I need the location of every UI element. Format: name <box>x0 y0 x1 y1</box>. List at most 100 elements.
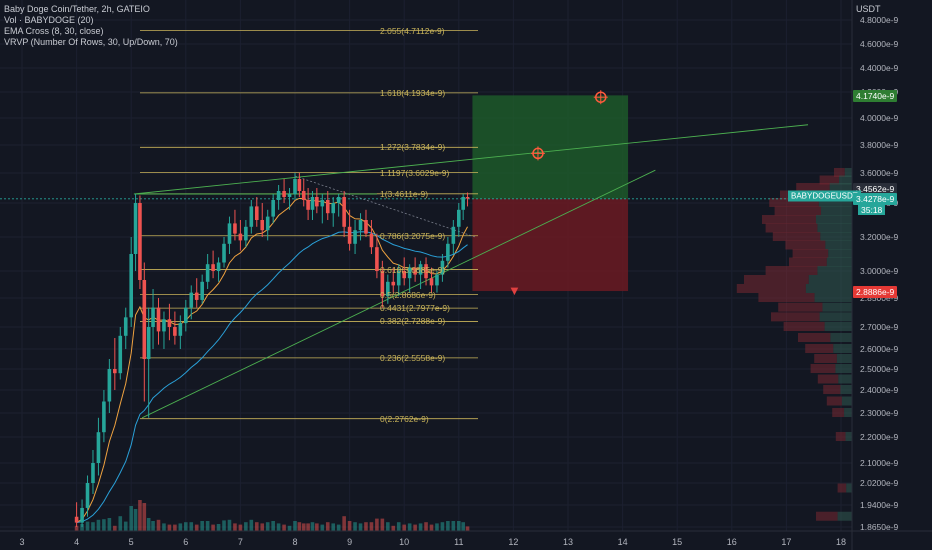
volume-bar <box>74 525 79 531</box>
volume-profile-row-up <box>819 312 852 322</box>
volume-bar <box>413 524 417 531</box>
volume-bar <box>146 518 151 531</box>
volume-profile-row-up <box>817 223 852 233</box>
volume-bar <box>336 524 341 531</box>
volume-profile-row-down <box>810 364 836 373</box>
candle-body <box>249 206 254 227</box>
volume-bar <box>407 523 412 531</box>
volume-profile-row-up <box>817 266 852 275</box>
candle-body <box>451 226 456 244</box>
candle-body <box>402 271 406 279</box>
volume-bar <box>162 523 166 531</box>
volume-profile-row-up <box>805 284 852 293</box>
time-tick-label: 10 <box>399 537 410 547</box>
candle-body <box>386 281 390 297</box>
target-zone <box>472 95 629 199</box>
legend-title[interactable]: Baby Doge Coin/Tether, 2h, GATEIO <box>4 4 150 14</box>
candle-body <box>200 281 204 300</box>
volume-profile-row-down <box>835 432 846 441</box>
volume-profile-row-up <box>835 364 852 373</box>
volume-profile-row-up <box>845 432 852 441</box>
fib-level-label: 1.272(3.7834e-9) <box>380 142 446 153</box>
volume-profile-row-up <box>829 183 852 192</box>
volume-bar <box>133 509 138 531</box>
target-price-tag: 4.1740e-9 <box>853 90 898 102</box>
volume-bar <box>142 503 147 531</box>
candle-body <box>271 200 275 217</box>
time-tick-label: 14 <box>617 537 628 547</box>
fib-level-label: 1(3.4611e-9) <box>380 188 429 199</box>
volume-profile-row-up <box>821 206 852 216</box>
volume-profile-row-down <box>798 333 831 342</box>
chart-legend: Baby Doge Coin/Tether, 2h, GATEIO Vol · … <box>4 4 178 48</box>
time-tick-label: 3 <box>19 537 25 547</box>
candle-body <box>189 292 194 308</box>
volume-bar <box>167 524 172 531</box>
candle-body <box>211 264 215 271</box>
volume-bar <box>123 521 128 531</box>
legend-volume[interactable]: Vol · BABYDOGE (20) <box>4 15 94 25</box>
volume-bar <box>118 516 123 531</box>
candle-body <box>107 369 112 402</box>
candle-body <box>380 271 385 297</box>
volume-profile-row-down <box>837 483 847 493</box>
volume-profile-row-down <box>796 183 830 192</box>
volume-bar <box>306 523 310 531</box>
candle-body <box>238 233 243 241</box>
volume-profile-row-down <box>765 266 818 275</box>
volume-bar <box>238 524 243 531</box>
candle-body <box>457 209 461 227</box>
volume-profile-row-down <box>778 302 823 312</box>
candles <box>74 173 470 527</box>
price-tick-label: 2.0200e-9 <box>860 478 899 488</box>
volume-profile-row-up <box>846 483 852 493</box>
volume-bar <box>244 522 248 531</box>
volume-profile-row-down <box>785 240 826 250</box>
time-tick-label: 15 <box>672 537 683 547</box>
time-tick-label: 5 <box>128 537 134 547</box>
volume-bar <box>353 522 357 531</box>
volume-profile-row-up <box>825 240 852 250</box>
candle-body <box>222 243 226 263</box>
volume-profile-row-up <box>818 198 852 207</box>
volume-bar <box>222 520 226 531</box>
candle-body <box>301 191 306 200</box>
candle-body <box>446 243 450 261</box>
candle-body <box>418 264 423 275</box>
volume-bar <box>178 523 183 531</box>
time-tick-label: 8 <box>292 537 298 547</box>
fib-level-label: 1.1197(3.6029e-9) <box>380 167 450 178</box>
candle-body <box>80 507 84 523</box>
volume-bar <box>435 523 439 531</box>
volume-bar <box>440 522 445 531</box>
candle-body <box>167 319 172 327</box>
time-tick-label: 11 <box>454 537 464 547</box>
legend-ema[interactable]: EMA Cross (8, 30, close) <box>4 26 104 36</box>
price-tick-label: 4.4000e-9 <box>860 63 899 73</box>
candle-body <box>113 369 117 374</box>
volume-bar <box>325 522 330 531</box>
candle-body <box>287 194 292 197</box>
volume-bar <box>80 524 84 531</box>
price-tick-label: 3.0000e-9 <box>860 266 899 276</box>
candle-body <box>375 247 379 271</box>
candle-body <box>364 220 368 234</box>
volume-profile-row-up <box>839 175 852 185</box>
candle-body <box>336 197 341 203</box>
volume-profile-row-down <box>762 215 816 224</box>
volume-profile-row-up <box>830 333 852 342</box>
fib-level-label: 0.382(2.7288e-9) <box>380 316 446 327</box>
volume-profile-row-down <box>817 374 839 384</box>
time-tick-label: 6 <box>183 537 189 547</box>
last-price-tag: 3.4278e-9 <box>853 193 898 205</box>
time-tick-label: 13 <box>562 537 574 547</box>
target-markers <box>530 90 608 161</box>
candle-body <box>233 223 237 234</box>
volume-profile-row-up <box>826 257 852 267</box>
volume-profile-row-down <box>792 249 829 258</box>
long-position-tool[interactable] <box>0 95 852 292</box>
volume-profile-row-up <box>837 511 852 521</box>
volume-profile-row-down <box>744 275 809 284</box>
legend-vrvp[interactable]: VRVP (Number Of Rows, 30, Up/Down, 70) <box>4 37 178 47</box>
